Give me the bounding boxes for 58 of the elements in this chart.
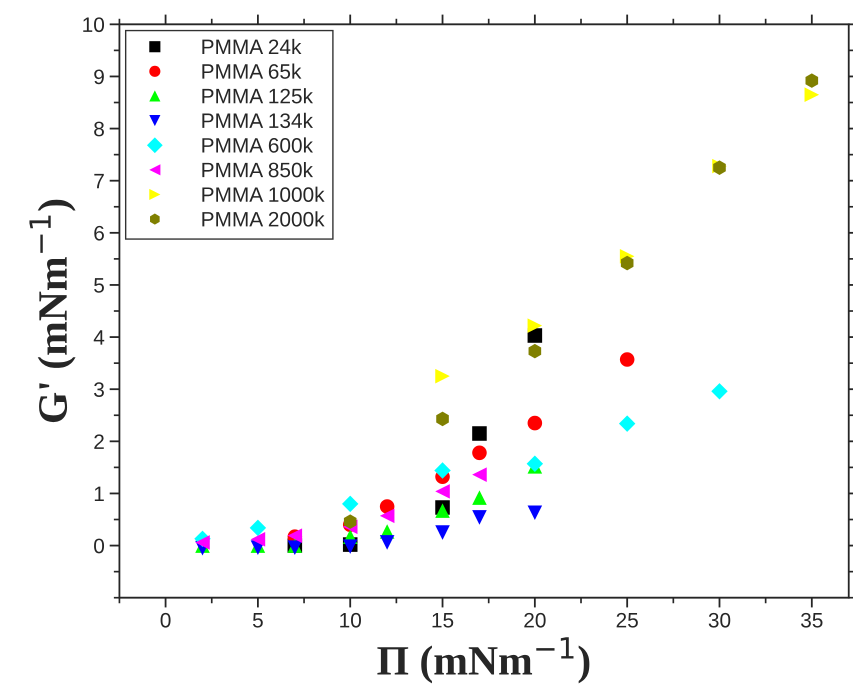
point — [620, 352, 634, 367]
x-axis-title: Π (mNm$^{−1}$) — [377, 637, 590, 684]
x-tick-label: 0 — [160, 612, 171, 628]
point — [472, 490, 487, 505]
y-tick-label: 1 — [94, 486, 104, 501]
y-tick-label: 5 — [94, 278, 104, 293]
point — [526, 456, 544, 472]
point — [620, 256, 634, 270]
point — [472, 467, 487, 482]
point — [380, 535, 394, 550]
point — [618, 415, 636, 432]
y-tick-label: 3 — [94, 382, 104, 397]
x-tick-label: 20 — [524, 612, 546, 628]
point — [435, 368, 450, 384]
point — [528, 344, 542, 358]
y-tick-label: 4 — [94, 330, 104, 345]
point — [806, 73, 818, 88]
point — [434, 462, 451, 479]
point — [472, 446, 487, 460]
point — [195, 535, 210, 550]
y-tick-label: 0 — [94, 538, 104, 554]
x-tick-label: 30 — [708, 612, 730, 628]
y-tick-label: 10 — [83, 17, 104, 32]
y-tick-label: 7 — [94, 174, 104, 188]
point — [344, 514, 357, 529]
point — [435, 484, 450, 499]
y-tick-label: 2 — [94, 434, 104, 449]
point — [711, 383, 728, 400]
legend-label: PMMA 850k — [202, 162, 314, 178]
point — [528, 416, 542, 430]
point — [436, 412, 449, 426]
point — [435, 503, 450, 518]
legend-label: PMMA 125k — [202, 88, 314, 104]
legend-label: PMMA 65k — [202, 64, 302, 79]
point — [472, 426, 487, 441]
legend-label: PMMA 600k — [202, 137, 314, 153]
y-tick-label: 6 — [94, 226, 104, 241]
y-tick-label: 8 — [94, 122, 104, 136]
y-tick-label: 9 — [94, 69, 104, 84]
legend-label: PMMA 2000k — [202, 211, 325, 227]
legend-label: PMMA 134k — [202, 112, 314, 128]
point — [380, 508, 394, 524]
point — [528, 505, 542, 520]
legend-label: PMMA 24k — [202, 38, 302, 54]
x-tick-label: 15 — [432, 613, 454, 628]
point — [342, 496, 358, 512]
point — [472, 510, 487, 525]
point — [250, 532, 266, 547]
point — [528, 318, 542, 333]
point — [804, 87, 820, 102]
x-tick-label: 5 — [252, 613, 263, 628]
legend-label: PMMA 1000k — [202, 186, 325, 202]
x-tick-label: 35 — [801, 612, 823, 628]
y-axis-title: G' (mNm$^{−1}$) — [29, 200, 76, 422]
point — [435, 525, 450, 540]
x-tick-label: 10 — [340, 612, 361, 628]
point — [250, 520, 266, 536]
x-tick-label: 25 — [616, 612, 638, 628]
